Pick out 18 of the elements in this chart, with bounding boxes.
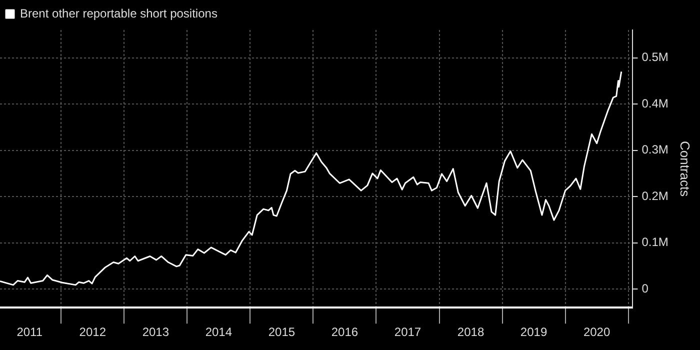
x-tick-label: 2012	[79, 325, 106, 340]
y-tick-label: 0.2M	[642, 188, 668, 203]
y-tick-label: 0.5M	[642, 50, 668, 64]
y-tick-label: 0.4M	[642, 96, 668, 110]
legend-label: Brent other reportable short positions	[20, 6, 218, 20]
y-axis-title: Contracts	[678, 140, 693, 198]
x-tick-label: 2020	[583, 325, 610, 340]
x-tick-label: 2018	[457, 325, 484, 340]
y-tick-label: 0.1M	[642, 235, 668, 250]
x-tick-label: 2016	[331, 325, 358, 340]
x-tick-label: 2013	[142, 325, 170, 340]
x-tick-label: 2015	[268, 325, 296, 340]
x-tick-label: 2011	[16, 325, 43, 340]
x-tick-label: 2017	[394, 325, 422, 340]
x-tick-label: 2019	[520, 325, 548, 340]
y-tick-label: 0.3M	[642, 142, 668, 157]
x-tick-label: 2014	[205, 325, 232, 340]
y-tick-label: 0	[642, 281, 649, 296]
